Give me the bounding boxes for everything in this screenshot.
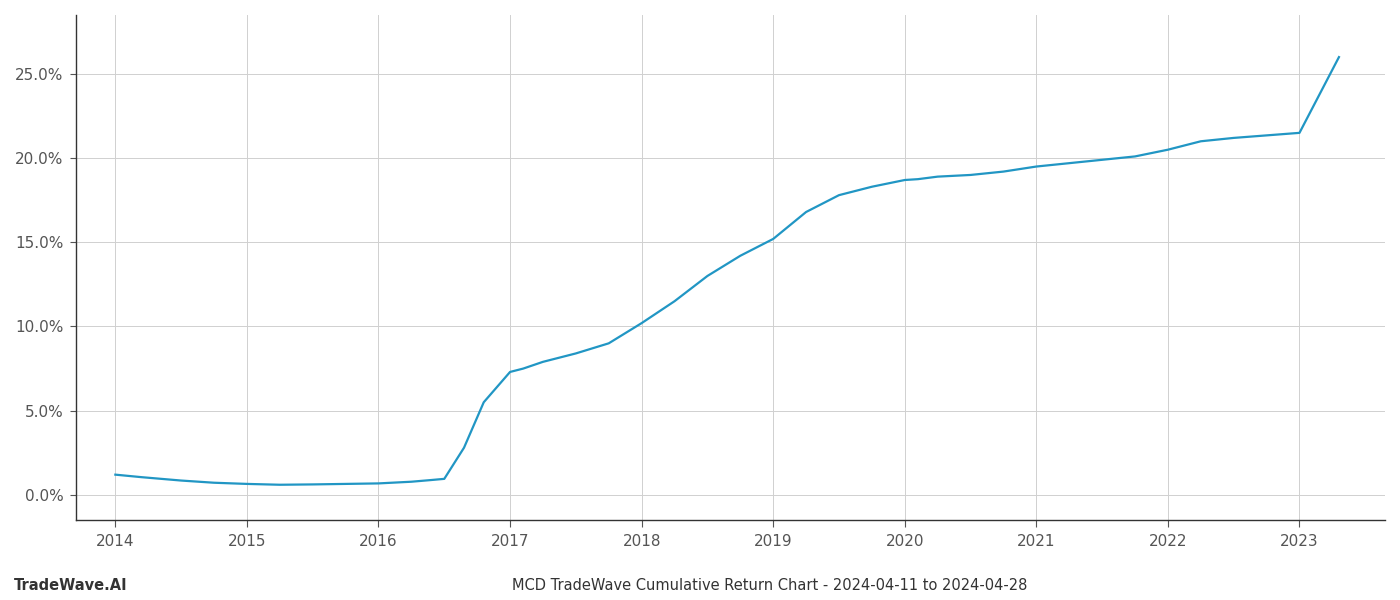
Text: TradeWave.AI: TradeWave.AI — [14, 578, 127, 593]
Text: MCD TradeWave Cumulative Return Chart - 2024-04-11 to 2024-04-28: MCD TradeWave Cumulative Return Chart - … — [512, 578, 1028, 593]
